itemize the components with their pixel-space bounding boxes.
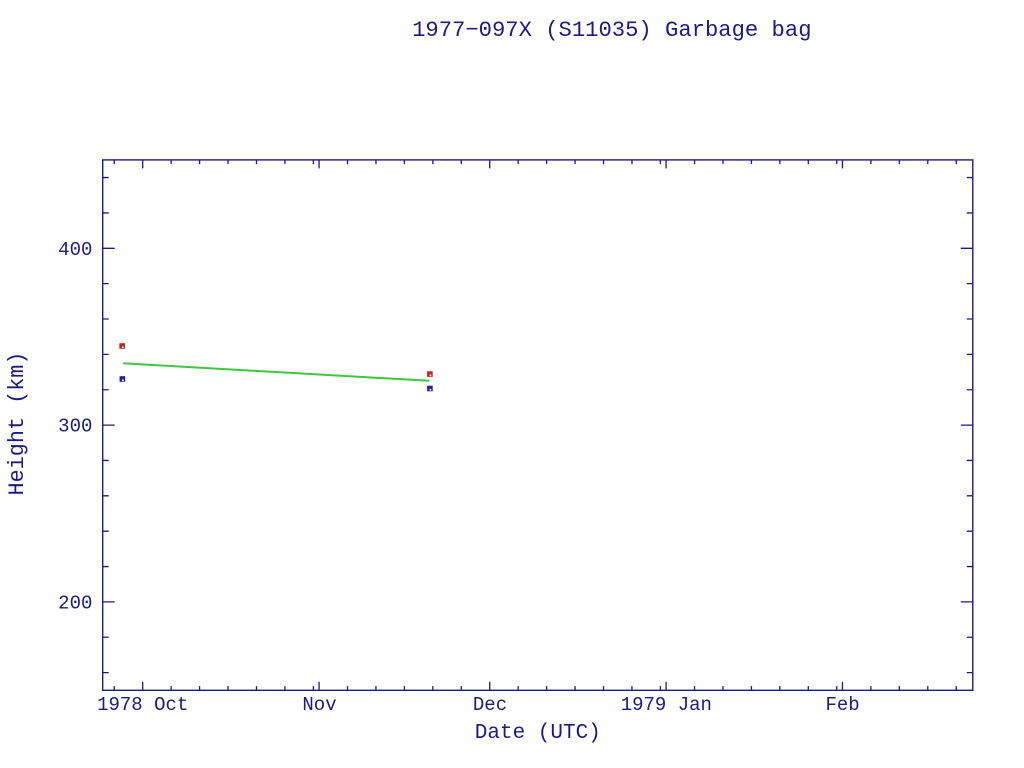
svg-text:1977−097X (S11035) Garbage bag: 1977−097X (S11035) Garbage bag [412, 18, 811, 43]
svg-text:Nov: Nov [302, 694, 336, 716]
svg-text:Feb: Feb [825, 694, 859, 716]
svg-text:300: 300 [58, 416, 92, 438]
svg-text:Height (km): Height (km) [5, 352, 30, 496]
svg-text:Date (UTC): Date (UTC) [475, 722, 601, 745]
svg-text:400: 400 [58, 239, 92, 261]
svg-text:1979 Jan: 1979 Jan [621, 694, 712, 716]
svg-text:200: 200 [58, 592, 92, 614]
svg-text:1978 Oct: 1978 Oct [97, 694, 188, 716]
svg-text:Dec: Dec [473, 694, 507, 716]
